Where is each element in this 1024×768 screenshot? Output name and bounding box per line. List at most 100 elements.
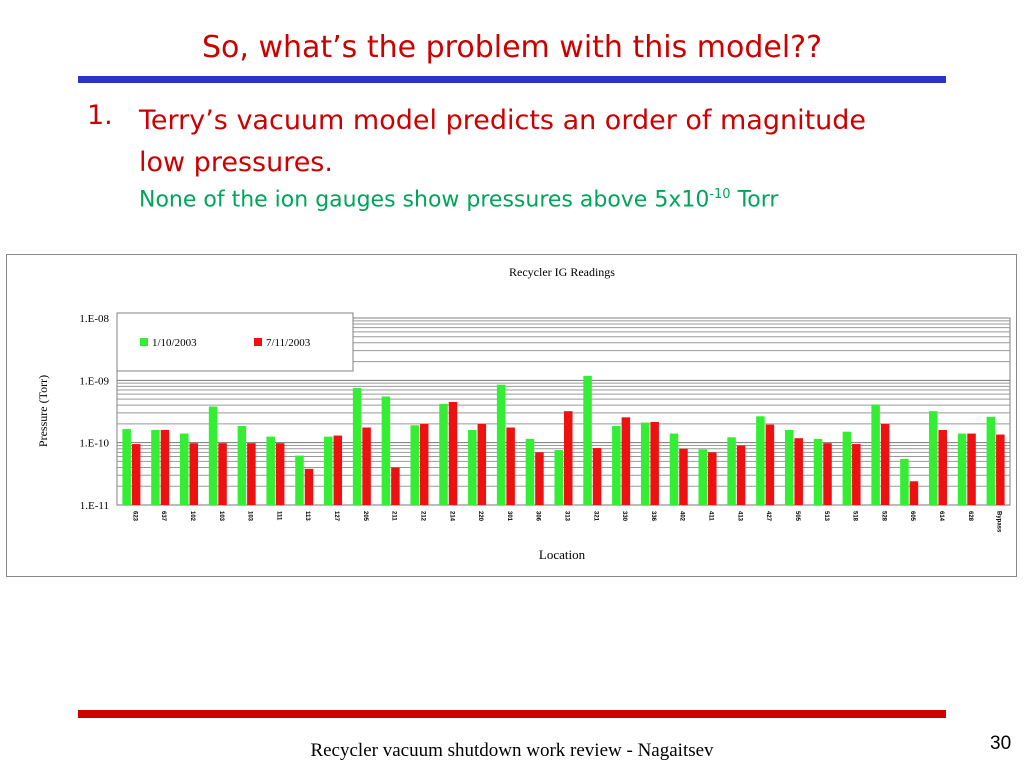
sub-bullet-unit: Torr — [730, 187, 779, 213]
bar-series-2 — [304, 468, 314, 505]
x-tick-label: 321 — [592, 511, 598, 522]
x-tick-label: 637 — [160, 511, 166, 522]
bar-series-1 — [554, 450, 563, 505]
bar-series-2 — [362, 427, 371, 505]
legend-label-2: 7/11/2003 — [266, 337, 311, 349]
chart-title: Recycler IG Readings — [509, 265, 615, 279]
bar-series-2 — [391, 467, 400, 505]
bullet-number: 1. — [87, 100, 113, 131]
x-tick-label: 528 — [880, 511, 886, 522]
x-tick-label: 336 — [650, 511, 656, 522]
x-tick-label: 102 — [189, 511, 195, 522]
bar-series-1 — [237, 426, 247, 505]
bar-series-1 — [208, 406, 218, 505]
bar-series-2 — [160, 429, 170, 505]
y-axis-title: Pressure (Torr) — [36, 375, 50, 447]
x-tick-label: 111 — [275, 511, 281, 521]
legend-swatch-1 — [140, 338, 148, 346]
bar-series-1 — [266, 436, 275, 505]
bar-series-1 — [324, 436, 333, 505]
bar-series-1 — [352, 388, 362, 505]
bar-series-1 — [669, 433, 679, 505]
bar-series-2 — [708, 452, 717, 505]
bar-series-2 — [621, 417, 631, 505]
x-tick-label: 313 — [564, 511, 570, 522]
x-tick-label: 127 — [333, 511, 339, 522]
footer-text: Recycler vacuum shutdown work review - N… — [310, 740, 714, 761]
sub-bullet-text: None of the ion gauges show pressures ab… — [139, 187, 710, 213]
x-tick-label: 212 — [419, 511, 425, 522]
y-tick-label: 1.E-10 — [79, 438, 109, 450]
bar-series-1 — [525, 438, 535, 505]
bar-series-2 — [880, 423, 890, 505]
x-tick-label: 614 — [938, 511, 944, 522]
bar-series-2 — [765, 424, 775, 505]
x-tick-label: Bypass — [996, 511, 1002, 533]
recycler-ig-chart: 1.E-08 1.E-09 1.E-10 1.E-11 623 637 102 103 103 1… — [36, 265, 1011, 562]
bar-series-2 — [564, 411, 573, 505]
chart-frame: 1.E-08 1.E-09 1.E-10 1.E-11 623 637 102 103 103 1… — [6, 254, 1017, 577]
bar-series-1 — [468, 429, 477, 505]
legend-label-1: 1/10/2003 — [152, 337, 197, 349]
bar-series-2 — [736, 445, 746, 505]
bar-series-2 — [419, 423, 429, 505]
bullet-text: Terry’s vacuum model predicts an order o… — [139, 105, 867, 178]
bar-series-1 — [496, 384, 506, 505]
bar-series-1 — [381, 396, 391, 505]
page-number: 30 — [990, 733, 1012, 754]
bar-series-2 — [535, 452, 544, 505]
bar-series-1 — [122, 429, 131, 505]
bar-series-2 — [852, 444, 861, 505]
x-tick-label: 413 — [736, 511, 742, 522]
x-tick-label: 402 — [679, 511, 685, 522]
bar-series-2 — [189, 443, 199, 505]
bar-series-2 — [650, 421, 659, 505]
bar-series-2 — [333, 435, 343, 505]
x-tick-label: 505 — [794, 511, 800, 522]
x-tick-label: 103 — [247, 511, 253, 522]
bar-series-1 — [583, 375, 592, 505]
x-axis-title: Location — [539, 547, 586, 562]
bar-series-2 — [679, 448, 688, 505]
bar-series-1 — [612, 426, 621, 505]
x-tick-label: 306 — [535, 511, 541, 522]
bar-series-2 — [592, 448, 602, 505]
x-tick-label: 220 — [477, 511, 483, 522]
x-tick-label: 205 — [362, 511, 368, 522]
bar-series-2 — [477, 423, 487, 505]
y-tick-label: 1.E-09 — [79, 375, 109, 387]
bar-series-1 — [900, 458, 909, 505]
bar-series-2 — [247, 443, 256, 505]
bar-series-2 — [218, 443, 227, 505]
bar-series-2 — [996, 434, 1005, 505]
x-tick-label: 628 — [967, 511, 973, 522]
x-tick-label: 411 — [708, 511, 714, 521]
bar-series-1 — [698, 449, 708, 505]
bar-series-2 — [448, 401, 458, 505]
x-tick-label: 103 — [218, 511, 224, 522]
legend-box — [116, 312, 354, 372]
bar-series-1 — [151, 429, 160, 505]
bar-series-2 — [823, 443, 832, 505]
bar-series-2 — [131, 444, 141, 505]
x-tick-label: 605 — [909, 511, 915, 522]
bar-series-2 — [794, 438, 803, 505]
x-tick-label: 113 — [304, 511, 310, 521]
bar-series-2 — [938, 429, 947, 505]
bottom-divider — [78, 710, 946, 718]
legend-swatch-2 — [254, 338, 262, 346]
x-tick-label: 301 — [506, 511, 512, 522]
sub-bullet: None of the ion gauges show pressures ab… — [139, 187, 778, 212]
top-divider — [78, 76, 946, 83]
x-tick-label: 623 — [131, 511, 137, 522]
x-tick-label: 427 — [765, 511, 771, 522]
bar-series-1 — [439, 403, 448, 505]
bar-series-1 — [756, 416, 765, 505]
sub-bullet-exponent: -10 — [709, 187, 731, 202]
bar-series-1 — [640, 422, 650, 505]
bar-series-2 — [275, 443, 285, 505]
bar-series-1 — [928, 411, 938, 505]
bar-series-1 — [295, 455, 304, 505]
x-tick-label: 518 — [852, 511, 858, 522]
bar-series-1 — [813, 438, 823, 505]
